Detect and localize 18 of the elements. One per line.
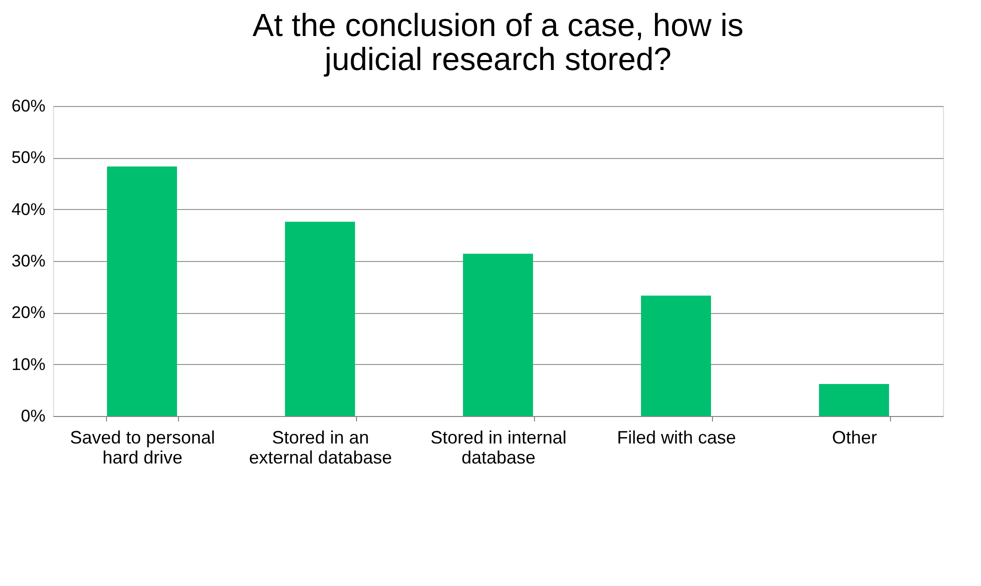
- bar: [641, 296, 711, 416]
- y-tick-label: 10%: [11, 354, 46, 374]
- x-tick-label: Stored in an external database: [248, 428, 392, 468]
- y-tick-label: 60%: [11, 96, 46, 116]
- y-tick-label: 30%: [11, 252, 46, 270]
- bar: [107, 166, 177, 416]
- y-tick-label: 0%: [20, 406, 46, 426]
- y-tick-label: 40%: [11, 200, 46, 219]
- x-tick-label: Filed with case: [616, 428, 736, 448]
- x-tick-label: Saved to personal hard drive: [70, 428, 216, 468]
- y-tick-label: 20%: [11, 303, 46, 322]
- x-tick-label: Other: [832, 428, 878, 448]
- y-tick-label: 50%: [11, 148, 46, 168]
- bar: [463, 254, 533, 416]
- chart-title: At the conclusion of a case, how is judicial research stored?: [252, 7, 744, 77]
- x-tick-label: Stored in internal database: [430, 428, 567, 468]
- bar: [285, 222, 355, 416]
- bar: [819, 384, 889, 416]
